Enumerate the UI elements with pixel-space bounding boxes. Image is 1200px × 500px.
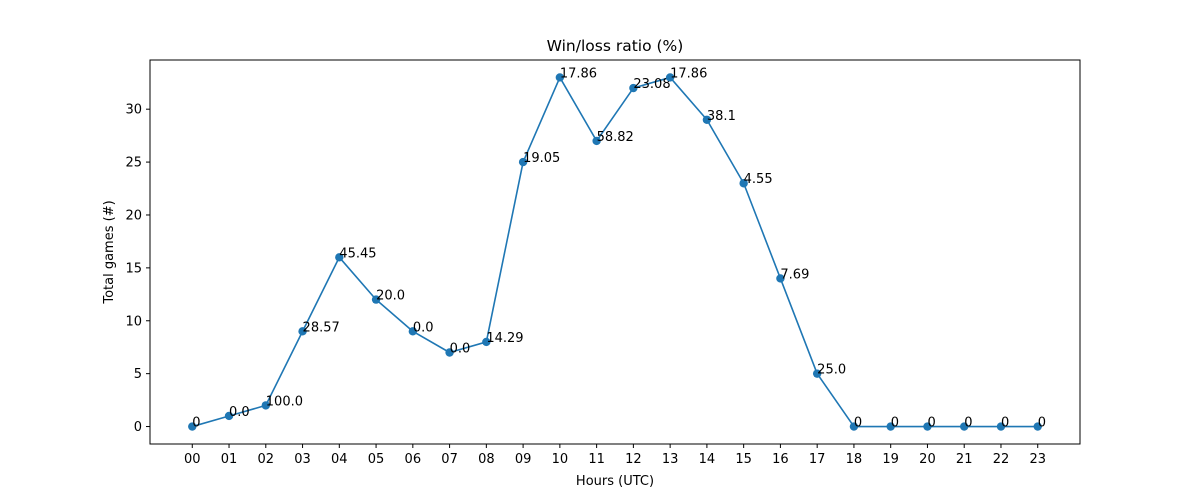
data-point (702, 115, 712, 124)
x-tick-label: 22 (993, 452, 1010, 467)
data-point (776, 274, 785, 283)
x-tick-label: 09 (515, 452, 532, 467)
data-point (886, 422, 895, 431)
x-tick-label: 02 (258, 452, 275, 467)
x-tick-label: 04 (331, 452, 348, 467)
data-label: 7.69 (780, 267, 809, 282)
data-point (482, 337, 491, 347)
x-tick-label: 11 (588, 452, 605, 467)
y-axis: 0 5 10 15 20 25 30 (125, 103, 150, 435)
x-tick-label: 03 (294, 452, 311, 467)
x-tick-label: 20 (919, 452, 936, 467)
data-point (812, 369, 822, 378)
data-point (665, 73, 675, 82)
data-label: 28.57 (303, 320, 340, 335)
x-tick-label: 06 (405, 452, 422, 467)
data-label: 17.86 (670, 66, 707, 81)
data-point (1033, 422, 1042, 431)
data-label: 0 (1038, 416, 1046, 431)
data-label: 23.08 (633, 77, 670, 92)
data-point (849, 422, 859, 431)
x-tick-label: 15 (735, 452, 752, 467)
y-tick-label: 0 (134, 420, 142, 435)
data-label: 38.1 (707, 109, 736, 124)
y-axis-title: Total games (#) (102, 200, 117, 304)
axes-frame (149, 59, 1081, 445)
x-tick-label: 17 (809, 452, 826, 467)
data-point (224, 411, 234, 421)
x-tick-label: 00 (184, 452, 201, 467)
data-label: 25.0 (817, 363, 846, 378)
data-point (629, 83, 638, 93)
x-tick-label: 16 (772, 452, 789, 467)
x-axis-title: Hours (UTC) (576, 474, 654, 489)
y-tick-label: 5 (134, 367, 142, 382)
chart-title: Win/loss ratio (%) (547, 37, 684, 55)
data-label: 45.45 (339, 246, 376, 261)
x-axis: 00 01 02 03 04 05 06 07 08 09 10 11 12 13 14 15 16 17 18 19… (184, 444, 1046, 467)
y-tick-label: 25 (125, 156, 142, 171)
x-tick-label: 19 (882, 452, 899, 467)
data-point (923, 422, 932, 431)
data-label: 20.0 (376, 289, 405, 304)
y-tick-label: 20 (125, 208, 142, 223)
x-tick-label: 14 (699, 452, 716, 467)
x-tick-label: 01 (221, 452, 238, 467)
data-point (335, 253, 344, 262)
data-point (371, 295, 381, 304)
x-tick-label: 18 (846, 452, 863, 467)
data-label: 0 (192, 416, 200, 431)
data-label: 58.82 (597, 130, 634, 145)
data-point (408, 327, 418, 336)
data-point (188, 422, 197, 431)
x-tick-label: 05 (368, 452, 385, 467)
x-tick-label: 07 (441, 452, 458, 467)
data-point (739, 179, 748, 188)
x-tick-label: 21 (956, 452, 973, 467)
data-point (592, 136, 601, 146)
data-label: 0.0 (450, 341, 471, 356)
data-label: 100.0 (266, 394, 303, 409)
data-label: 0 (964, 416, 972, 431)
data-label: 19.05 (523, 151, 560, 166)
data-label: 0.0 (413, 320, 434, 335)
data-point (445, 348, 454, 357)
data-label: 14.29 (486, 331, 523, 346)
data-label: 0 (891, 416, 899, 431)
y-tick-label: 10 (125, 314, 142, 329)
data-point (261, 401, 270, 410)
data-point (960, 422, 969, 431)
x-tick-label: 12 (625, 452, 642, 467)
data-point (518, 157, 528, 167)
data-label: 0 (1001, 416, 1009, 431)
x-tick-label: 08 (478, 452, 495, 467)
data-label: 0 (854, 416, 862, 431)
plot-area: 0 0.0 100.0 28.57 45.45 20.0 0.0 0.0 14.29 19.05 1… (188, 66, 1046, 431)
y-tick-label: 15 (125, 261, 142, 276)
data-label: 17.86 (560, 66, 597, 81)
x-tick-label: 23 (1029, 452, 1046, 467)
data-point (996, 422, 1006, 431)
x-tick-label: 13 (662, 452, 679, 467)
data-label: 0.0 (229, 405, 250, 420)
x-tick-label: 10 (552, 452, 569, 467)
data-label: 4.55 (744, 172, 773, 187)
data-point (555, 73, 565, 82)
series-line (192, 76, 1038, 428)
data-label: 0 (927, 416, 935, 431)
y-tick-label: 30 (125, 103, 142, 118)
data-point (298, 327, 307, 336)
